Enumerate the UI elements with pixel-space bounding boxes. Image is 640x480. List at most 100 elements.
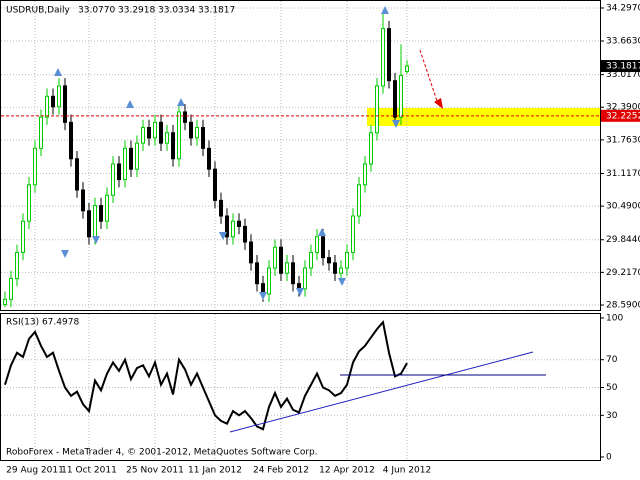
candle-body: [45, 95, 49, 118]
y-tick-label: 29.2170: [606, 268, 640, 278]
candle-body: [327, 257, 331, 264]
candle-body: [309, 251, 313, 269]
candle-body: [237, 220, 241, 227]
candle-body: [363, 163, 367, 186]
y-tick-label: 29.8440: [606, 235, 640, 245]
candle-body: [69, 121, 73, 160]
candle-body: [9, 277, 13, 300]
candle-body: [243, 225, 247, 243]
resistance-zone: [367, 108, 600, 126]
x-tick-label: 11 Oct 2011: [61, 466, 117, 476]
candle-body: [99, 205, 103, 222]
candle-body: [51, 95, 55, 108]
x-tick-label: 24 Feb 2012: [253, 466, 309, 476]
ohlc-label: 33.0334: [158, 6, 195, 16]
candle-body: [213, 168, 217, 201]
y-tick-label: 0: [606, 453, 612, 463]
y-tick-label: 100: [606, 314, 623, 324]
fractals: [54, 6, 400, 300]
candle-body: [81, 189, 85, 212]
candle-body: [93, 205, 97, 238]
candle-body: [21, 220, 25, 253]
candle-body: [147, 127, 151, 139]
rsi-trendline: [229, 351, 534, 433]
candle-body: [207, 147, 211, 170]
x-tick-label: 29 Aug 2011: [6, 466, 64, 476]
candle-body: [375, 85, 379, 134]
x-tick-label: 11 Jan 2012: [188, 466, 242, 476]
chart-title: USDRUB,Daily: [6, 6, 71, 16]
price-marker-label: 32.2252: [606, 111, 640, 121]
candle-body: [33, 147, 37, 186]
candle-body: [171, 132, 175, 160]
candle-body: [351, 215, 355, 253]
price-marker-label: 33.1817: [606, 62, 640, 72]
candle-body: [303, 267, 307, 290]
forecast-arrow: [419, 49, 439, 105]
y-tick-label: 70: [606, 355, 618, 365]
candle-body: [219, 199, 223, 217]
candle-body: [57, 85, 61, 108]
marks: [3, 13, 409, 431]
candle-body: [357, 184, 361, 217]
x-tick-label: 4 Jun 2012: [383, 466, 431, 476]
candle-body: [117, 163, 121, 181]
candle-body: [27, 184, 31, 222]
candle-body: [105, 194, 109, 222]
candle-body: [291, 262, 295, 285]
candle-body: [249, 241, 253, 264]
candle-body: [279, 246, 283, 274]
y-tick-label: 50: [606, 383, 618, 393]
candle-body: [141, 127, 145, 144]
candle-body: [315, 236, 319, 253]
candle-body: [183, 111, 187, 123]
candle-body: [177, 111, 181, 160]
y-tick-label: 31.1170: [606, 169, 640, 179]
candle-body: [75, 158, 79, 191]
candle-body: [339, 267, 343, 274]
candle-body: [393, 80, 397, 118]
candle-body: [135, 142, 139, 170]
candle-body: [159, 121, 163, 144]
candle-body: [111, 163, 115, 196]
candle-body: [15, 251, 19, 279]
candle-body: [345, 251, 349, 269]
x-tick-label: 12 Apr 2012: [319, 466, 375, 476]
candle-body: [267, 267, 271, 295]
main-frame: [0, 0, 601, 311]
ohlc-label: 33.0770: [78, 6, 115, 16]
indicator-title: RSI(13) 67.4978: [6, 318, 79, 328]
y-tick-label: 34.2970: [606, 4, 640, 14]
candle-body: [87, 210, 91, 238]
candle-body: [369, 132, 373, 165]
candle-body: [381, 28, 385, 87]
y-tick-label: 30: [606, 411, 618, 421]
grid: [1, 1, 600, 460]
y-tick-label: 33.0170: [606, 70, 640, 80]
candle-body: [231, 220, 235, 238]
candle-body: [165, 132, 169, 144]
ohlc-label: 33.2918: [118, 6, 155, 16]
candle-body: [399, 74, 403, 118]
arrow-head: [434, 98, 443, 109]
y-tick-label: 32.3900: [606, 103, 640, 113]
candle-body: [63, 85, 67, 123]
candle-body: [129, 147, 133, 170]
candle-body: [333, 262, 337, 274]
candle-body: [39, 116, 43, 149]
y-tick-label: 33.6630: [606, 36, 640, 46]
candle-body: [189, 121, 193, 139]
candle-body: [123, 147, 127, 181]
price-marker: [601, 109, 640, 122]
candle-body: [321, 236, 325, 259]
rsi-line: [4, 319, 408, 431]
candle-body: [255, 262, 259, 285]
y-tick-label: 31.7630: [606, 135, 640, 145]
candle-body: [273, 246, 277, 269]
footer: RoboForex - MetaTrader 4, © 2001-2012, M…: [6, 448, 318, 458]
candle-body: [405, 65, 409, 72]
price-marker: [601, 60, 640, 73]
y-tick-label: 30.4900: [606, 202, 640, 212]
candle-body: [3, 298, 7, 305]
